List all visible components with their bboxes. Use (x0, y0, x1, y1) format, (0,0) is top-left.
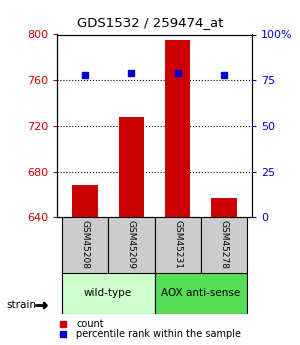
Bar (61, 217, 108, 273)
Bar (154, 273, 248, 314)
Text: GSM45208: GSM45208 (80, 220, 89, 269)
Text: wild-type: wild-type (84, 288, 132, 298)
Text: GSM45231: GSM45231 (173, 220, 182, 269)
Text: count: count (76, 319, 104, 329)
Text: GSM45278: GSM45278 (220, 220, 229, 269)
Bar (212, 198, 237, 217)
Text: percentile rank within the sample: percentile rank within the sample (76, 329, 242, 339)
Bar (61, 273, 154, 314)
Text: GDS1532 / 259474_at: GDS1532 / 259474_at (77, 16, 223, 29)
Text: strain: strain (6, 300, 36, 310)
Bar (154, 217, 201, 273)
Text: AOX anti-sense: AOX anti-sense (161, 288, 241, 298)
Bar (72, 185, 98, 217)
Bar (108, 217, 154, 273)
Bar (165, 40, 190, 217)
Bar (118, 117, 144, 217)
Text: GSM45209: GSM45209 (127, 220, 136, 269)
Bar (201, 217, 247, 273)
